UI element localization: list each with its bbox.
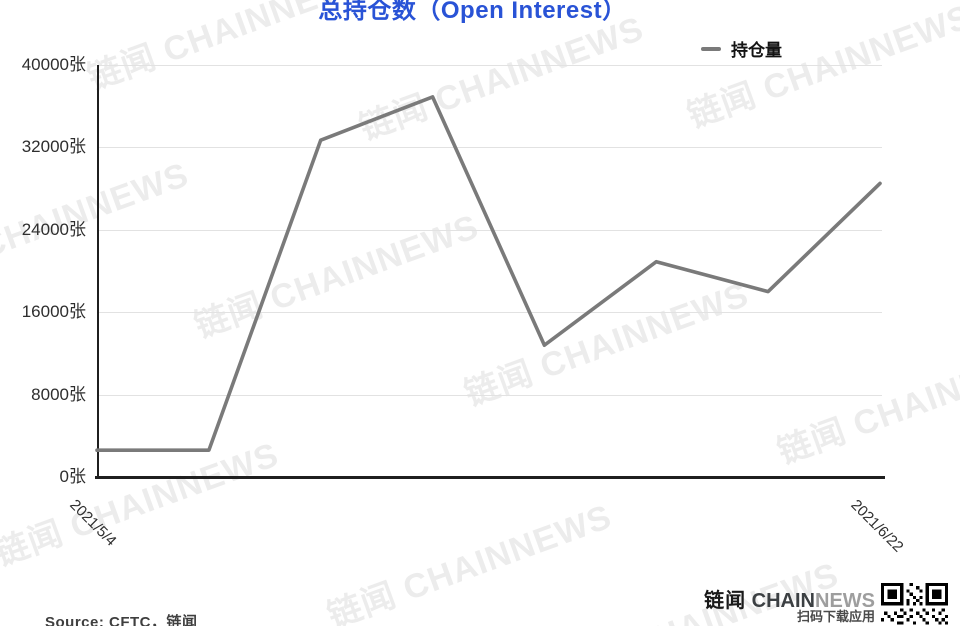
y-tick-label: 0张 [59,467,86,486]
gridline [99,230,882,231]
y-tick-label: 40000张 [21,55,86,74]
legend[interactable]: 持仓量 [701,36,782,61]
brand-en-bold: CHAIN [751,590,815,612]
chainnews-logo[interactable]: 链闻 CHAINNEWS [704,584,875,613]
chart-title: 总持仓数（Open Interest） [318,0,627,24]
download-tagline: 扫码下载应用 [796,609,875,624]
x-axis-line [95,476,885,479]
gridline [99,65,882,66]
brand-en-light: NEWS [815,590,875,612]
y-tick-label: 32000张 [21,137,86,156]
gridline [99,312,882,313]
plot-area [97,65,882,477]
legend-label: 持仓量 [731,41,782,60]
x-tick-label: 2021/5/4 [66,496,120,550]
series-line [95,95,882,453]
line-chart [95,95,882,453]
watermark: 链闻 CHAINNEWS [322,497,617,626]
x-tick-label: 2021/6/22 [847,496,907,556]
qr-code-icon[interactable] [881,583,948,626]
y-tick-label: 8000张 [31,385,86,404]
gridline [99,147,882,148]
qr-finder-patterns [881,583,948,606]
legend-line-icon [701,46,721,51]
qr-modules [881,583,948,625]
y-tick-label: 24000张 [21,220,86,239]
source-caption: Source: CFTC，链闻 [45,614,198,626]
y-tick-label: 16000张 [21,302,86,321]
brand-cn: 链闻 [704,590,747,612]
gridline [99,395,882,396]
